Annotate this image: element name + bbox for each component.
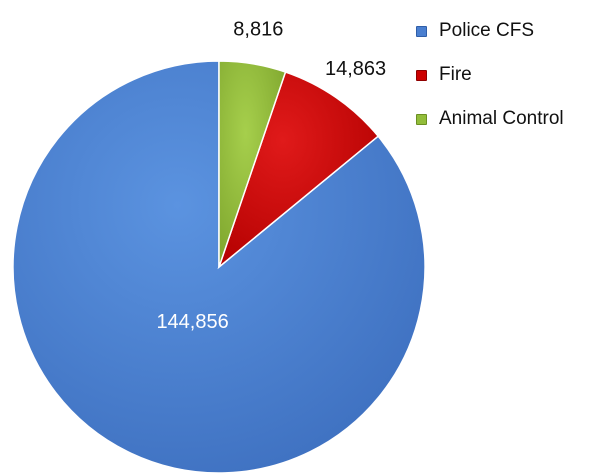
- legend-swatch-police-cfs: [416, 25, 427, 37]
- legend-swatch-animal-control: [416, 113, 427, 125]
- data-label-police-cfs: 144,856: [156, 311, 228, 333]
- legend-item-animal-control: Animal Control: [416, 108, 564, 130]
- legend-swatch-fire: [416, 69, 427, 81]
- legend: Police CFS Fire Animal Control: [416, 20, 564, 152]
- legend-item-fire: Fire: [416, 64, 564, 86]
- pie-slice-animal-control: [218, 60, 287, 268]
- legend-label-animal-control: Animal Control: [439, 108, 564, 129]
- data-label-animal-control: 8,816: [233, 18, 283, 40]
- legend-label-fire: Fire: [439, 64, 472, 85]
- legend-label-police-cfs: Police CFS: [439, 20, 535, 41]
- pie-slice-fire: [217, 71, 380, 270]
- data-label-fire: 14,863: [325, 58, 386, 80]
- legend-item-police-cfs: Police CFS: [416, 20, 564, 42]
